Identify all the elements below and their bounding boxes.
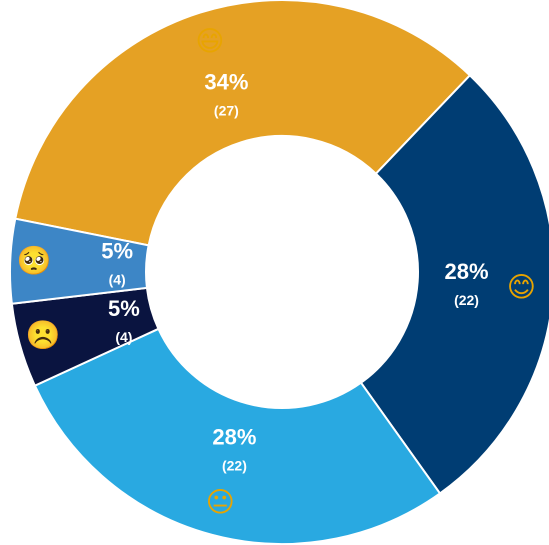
percent-label: 34% <box>204 69 248 94</box>
emoji: 😄 <box>195 25 224 56</box>
percent-label: 5% <box>101 238 133 263</box>
percent-label: 5% <box>108 296 140 321</box>
donut-segment <box>33 327 442 545</box>
percent-label: 28% <box>445 259 489 284</box>
count-label: (22) <box>454 292 479 308</box>
count-label: (27) <box>214 102 239 118</box>
emoji: 😐 <box>206 486 235 517</box>
percent-label: 28% <box>212 425 256 450</box>
emoji: 😊 <box>507 272 536 303</box>
donut-segment <box>359 73 549 495</box>
count-label: (4) <box>115 329 132 345</box>
donut-segment <box>9 217 150 305</box>
donut-segment <box>14 0 472 247</box>
count-label: (4) <box>109 271 126 287</box>
count-label: (22) <box>222 457 247 473</box>
emoji: 🥺 <box>17 245 52 276</box>
emoji: ☹️ <box>26 319 61 350</box>
